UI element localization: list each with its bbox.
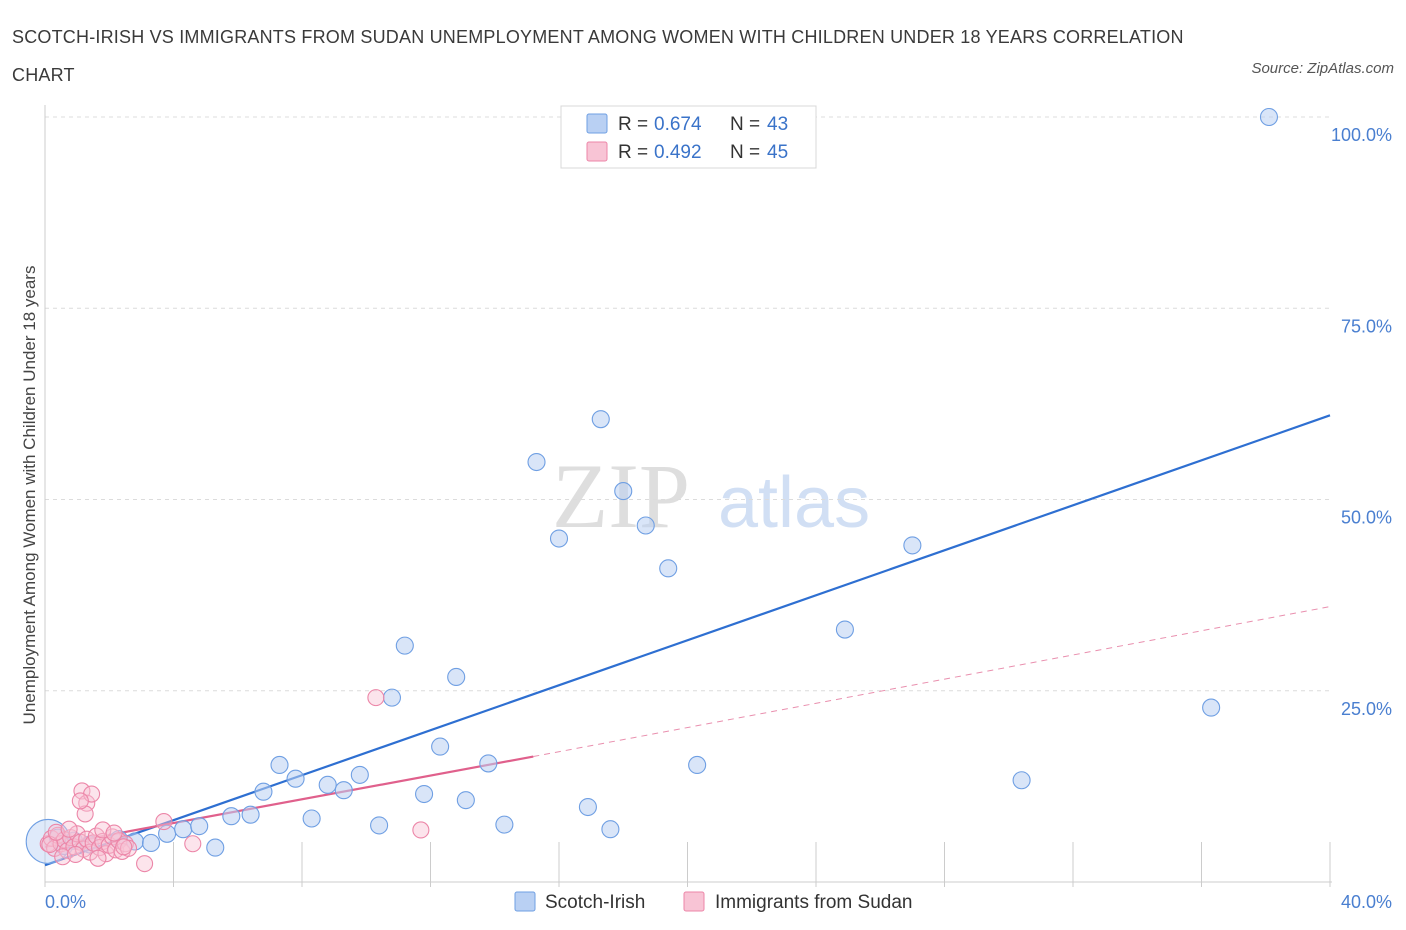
point-scotch-irish	[456, 791, 475, 810]
tick-labels: 100.0% 75.0% 50.0% 25.0% 0.0% 40.0%	[45, 125, 1392, 912]
legend-swatch-scotch-irish	[586, 113, 608, 134]
point-sudan	[78, 794, 96, 812]
legend-r-value: 0.674	[654, 114, 702, 135]
point-scotch-irish	[254, 782, 273, 801]
point-scotch-irish	[1202, 698, 1221, 717]
point-scotch-irish	[141, 833, 161, 853]
point-scotch-irish	[659, 559, 678, 578]
point-scotch-irish	[302, 809, 321, 828]
legend-n-value: 45	[767, 142, 788, 163]
point-scotch-irish	[395, 636, 414, 655]
bottom-legend-swatch-sudan	[683, 891, 705, 912]
data-points	[25, 107, 1279, 873]
y-tick-label: 50.0%	[1341, 508, 1392, 528]
legend-r-value: 0.492	[654, 142, 702, 163]
point-scotch-irish	[415, 784, 434, 804]
trend-line-sudan-extension	[533, 606, 1331, 758]
y-tick-label: 75.0%	[1341, 316, 1392, 336]
source-label: Source: ZipAtlas.com	[1251, 60, 1394, 77]
watermark-atlas: atlas	[718, 463, 870, 543]
legend-n-label: N =	[730, 142, 760, 163]
point-scotch-irish	[479, 754, 498, 773]
bottom-legend-sudan: Immigrants from Sudan	[715, 892, 912, 913]
point-sudan	[115, 838, 133, 856]
point-scotch-irish	[1259, 107, 1279, 127]
point-scotch-irish	[318, 775, 337, 794]
gridlines	[45, 116, 1330, 692]
legend-n-value: 43	[767, 114, 788, 135]
point-scotch-irish	[350, 765, 369, 784]
point-scotch-irish	[601, 820, 620, 839]
point-scotch-irish	[636, 516, 655, 535]
point-sudan	[76, 805, 94, 823]
point-sudan	[155, 813, 173, 831]
legend-n-label: N =	[730, 114, 760, 135]
x-tick-label: 0.0%	[45, 892, 86, 912]
point-scotch-irish	[174, 820, 193, 839]
point-scotch-irish	[578, 797, 597, 817]
chart-title: SCOTCH-IRISH VS IMMIGRANTS FROM SUDAN UN…	[12, 27, 1184, 85]
bottom-legend-scotch-irish: Scotch-Irish	[545, 892, 645, 913]
point-scotch-irish	[206, 838, 225, 857]
point-scotch-irish	[222, 807, 241, 826]
point-sudan	[116, 835, 134, 853]
point-scotch-irish	[591, 410, 610, 429]
point-scotch-irish	[903, 536, 922, 555]
point-scotch-irish	[382, 688, 402, 707]
point-scotch-irish	[614, 482, 633, 501]
legend: R = 0.674 N = 43 R = 0.492 N = 45	[560, 105, 817, 169]
y-tick-label: 25.0%	[1341, 699, 1392, 719]
point-scotch-irish	[1012, 771, 1031, 790]
point-scotch-irish	[190, 817, 209, 836]
point-sudan	[71, 792, 89, 810]
point-sudan	[89, 849, 107, 867]
point-scotch-irish	[270, 755, 289, 775]
bottom-legend-swatch-scotch-irish	[514, 891, 536, 912]
point-scotch-irish	[835, 620, 854, 639]
point-scotch-irish	[527, 452, 546, 472]
point-sudan	[66, 845, 85, 864]
point-sudan	[54, 848, 72, 866]
point-scotch-irish	[334, 781, 353, 800]
axes	[44, 105, 1332, 887]
point-scotch-irish	[447, 667, 466, 687]
y-tick-label: 100.0%	[1331, 125, 1392, 145]
point-sudan	[60, 820, 78, 838]
point-sudan	[47, 823, 65, 841]
point-scotch-irish	[431, 737, 450, 756]
y-axis-label: Unemployment Among Women with Children U…	[20, 266, 39, 725]
trend-line-sudan	[44, 755, 534, 848]
bottom-legend: Scotch-Irish Immigrants from Sudan	[514, 891, 912, 913]
point-scotch-irish	[688, 755, 707, 775]
point-sudan	[94, 821, 112, 839]
point-sudan	[412, 821, 430, 839]
legend-r-label: R =	[618, 142, 648, 163]
point-scotch-irish	[495, 815, 514, 834]
point-sudan	[136, 855, 154, 873]
x-tick-label: 40.0%	[1341, 892, 1392, 912]
point-scotch-irish	[370, 816, 389, 835]
point-sudan	[105, 824, 123, 842]
point-sudan	[367, 689, 385, 707]
legend-r-label: R =	[618, 114, 648, 135]
point-scotch-irish	[549, 529, 569, 548]
point-scotch-irish	[286, 769, 305, 788]
point-sudan	[184, 835, 202, 853]
point-scotch-irish	[241, 805, 260, 824]
legend-swatch-sudan	[586, 141, 608, 162]
